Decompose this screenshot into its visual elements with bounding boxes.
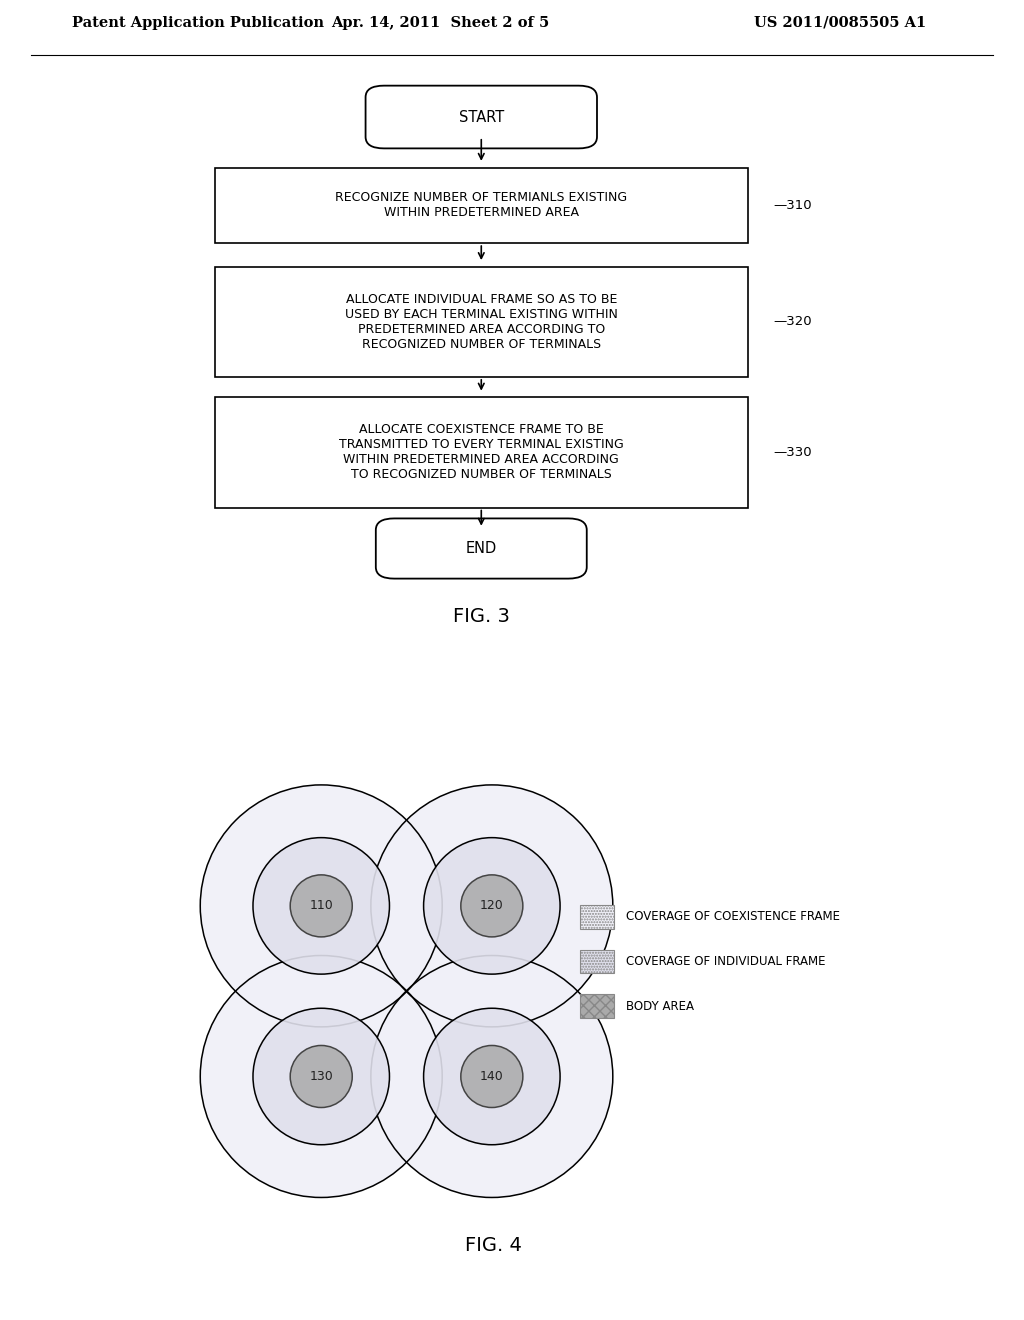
- Text: US 2011/0085505 A1: US 2011/0085505 A1: [754, 16, 926, 29]
- Text: END: END: [466, 541, 497, 556]
- FancyBboxPatch shape: [215, 168, 748, 243]
- Text: —320: —320: [773, 315, 812, 329]
- Circle shape: [201, 956, 442, 1197]
- Text: START: START: [459, 110, 504, 124]
- FancyBboxPatch shape: [581, 906, 614, 928]
- Circle shape: [461, 875, 523, 937]
- Text: —310: —310: [773, 199, 812, 213]
- Circle shape: [424, 838, 560, 974]
- Circle shape: [290, 1045, 352, 1107]
- Circle shape: [290, 875, 352, 937]
- Circle shape: [201, 785, 442, 1027]
- Circle shape: [253, 838, 389, 974]
- FancyBboxPatch shape: [215, 267, 748, 378]
- Text: FIG. 3: FIG. 3: [453, 607, 510, 626]
- Text: COVERAGE OF COEXISTENCE FRAME: COVERAGE OF COEXISTENCE FRAME: [626, 911, 840, 923]
- Text: Apr. 14, 2011  Sheet 2 of 5: Apr. 14, 2011 Sheet 2 of 5: [331, 16, 550, 29]
- Text: FIG. 4: FIG. 4: [465, 1236, 522, 1255]
- Text: 130: 130: [309, 1071, 333, 1082]
- Text: ALLOCATE INDIVIDUAL FRAME SO AS TO BE
USED BY EACH TERMINAL EXISTING WITHIN
PRED: ALLOCATE INDIVIDUAL FRAME SO AS TO BE US…: [345, 293, 617, 351]
- Text: ALLOCATE COEXISTENCE FRAME TO BE
TRANSMITTED TO EVERY TERMINAL EXISTING
WITHIN P: ALLOCATE COEXISTENCE FRAME TO BE TRANSMI…: [339, 424, 624, 482]
- Text: COVERAGE OF INDIVIDUAL FRAME: COVERAGE OF INDIVIDUAL FRAME: [626, 954, 825, 968]
- Circle shape: [253, 1008, 389, 1144]
- Text: —330: —330: [773, 446, 812, 459]
- Text: 120: 120: [480, 899, 504, 912]
- Circle shape: [371, 785, 612, 1027]
- Text: BODY AREA: BODY AREA: [626, 999, 693, 1012]
- FancyBboxPatch shape: [581, 949, 614, 973]
- Text: 140: 140: [480, 1071, 504, 1082]
- FancyBboxPatch shape: [366, 86, 597, 148]
- Text: 110: 110: [309, 899, 333, 912]
- Text: RECOGNIZE NUMBER OF TERMIANLS EXISTING
WITHIN PREDETERMINED AREA: RECOGNIZE NUMBER OF TERMIANLS EXISTING W…: [335, 191, 628, 219]
- Text: Patent Application Publication: Patent Application Publication: [72, 16, 324, 29]
- Circle shape: [461, 1045, 523, 1107]
- FancyBboxPatch shape: [215, 397, 748, 507]
- FancyBboxPatch shape: [376, 519, 587, 578]
- FancyBboxPatch shape: [581, 994, 614, 1018]
- Circle shape: [424, 1008, 560, 1144]
- Circle shape: [371, 956, 612, 1197]
